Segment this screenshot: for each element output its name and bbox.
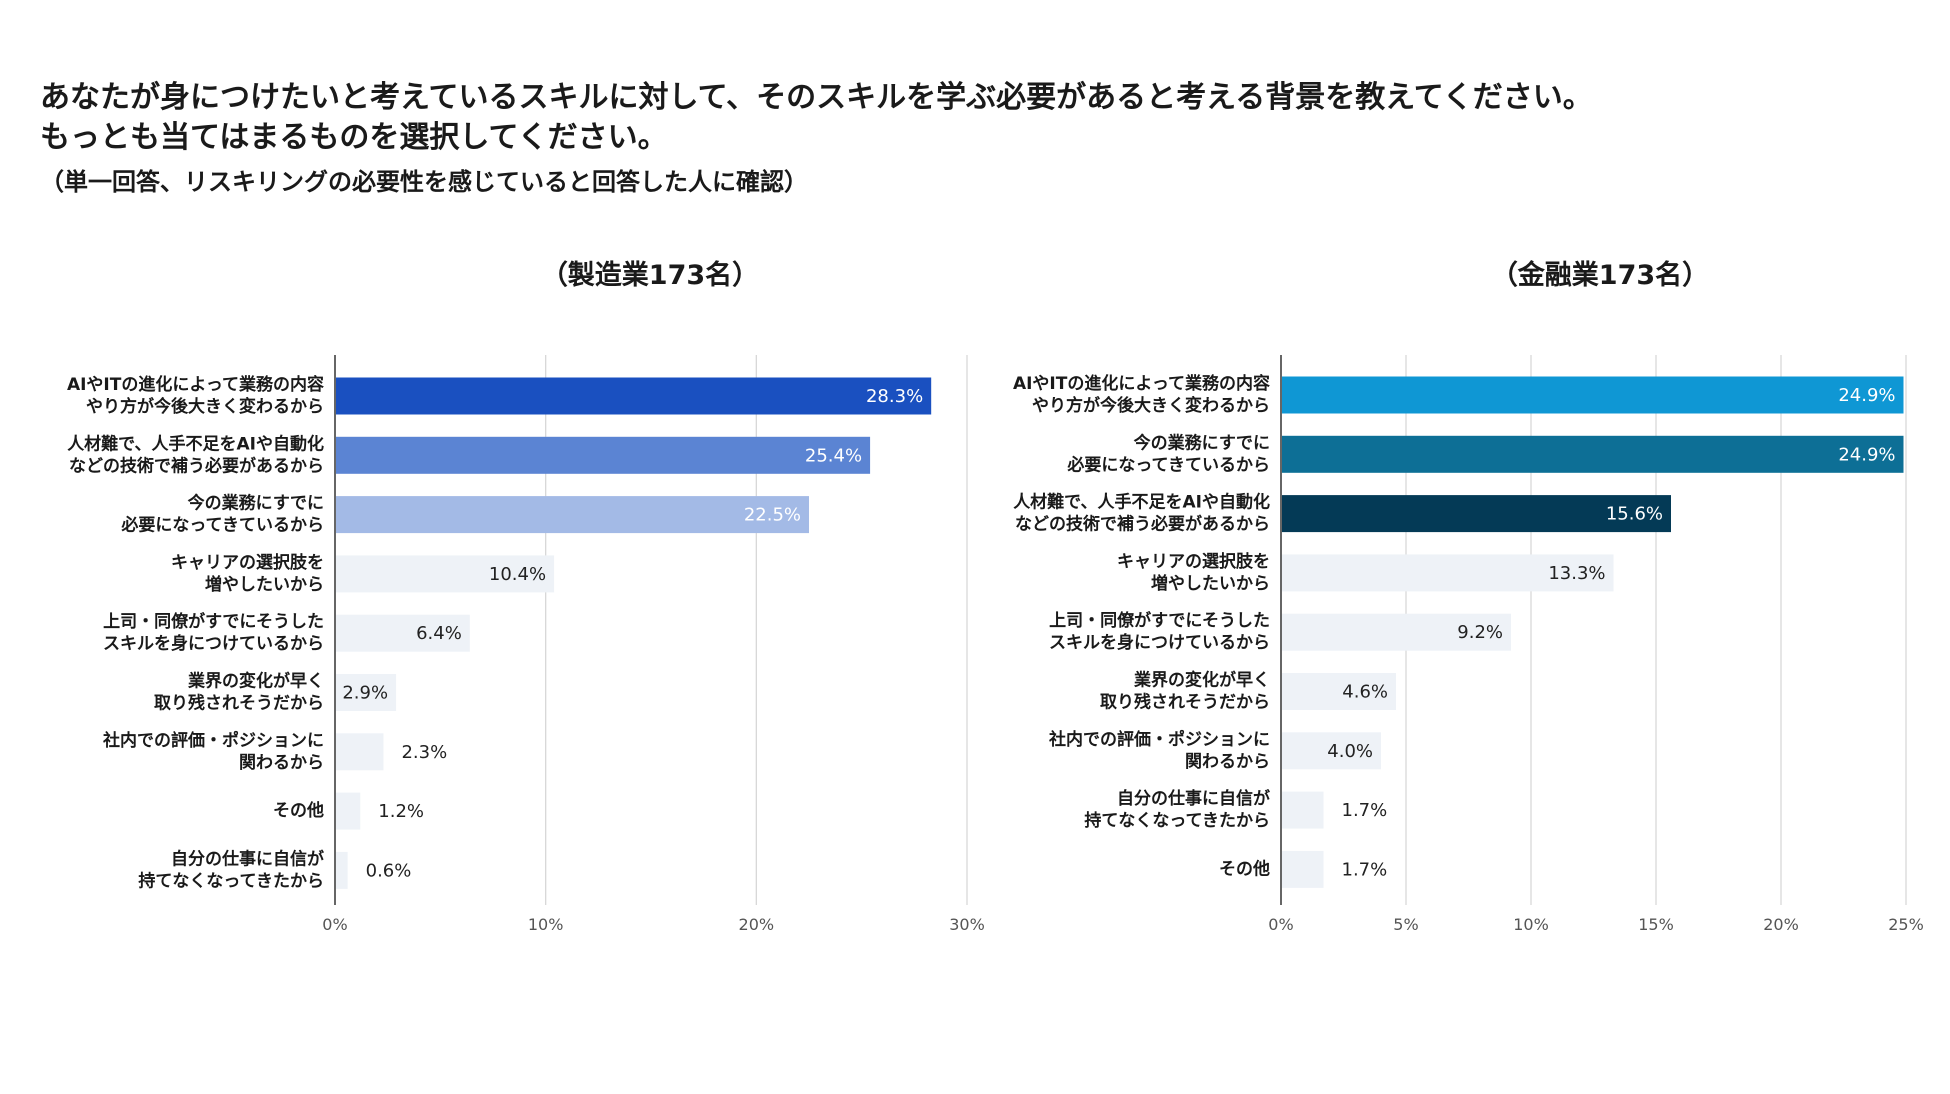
category-label: 必要になってきているから <box>120 515 324 536</box>
bar <box>336 851 348 889</box>
bar <box>1282 495 1671 533</box>
bar <box>336 496 809 534</box>
category-label: 持てなくなってきたから <box>1084 810 1270 831</box>
category-label: その他 <box>273 800 324 821</box>
category-label: AIやITの進化によって業務の内容 <box>67 374 324 395</box>
x-tick-label: 0% <box>1268 915 1293 934</box>
bar-value-label: 13.3% <box>1548 563 1605 584</box>
category-label: その他 <box>1219 858 1270 879</box>
category-label: 関わるから <box>1185 752 1270 772</box>
chart-1: （製造業173名） 0% 10% 20% 30% 28.3% AIやITの進化によって業務の… <box>67 259 985 934</box>
x-tick-label: 10% <box>1513 915 1549 934</box>
bar <box>1282 376 1904 414</box>
category-label: 必要になってきているから <box>1066 454 1270 475</box>
category-label: 社内での評価・ポジションに <box>102 730 324 751</box>
page-title: あなたが身につけたいと考えているスキルに対して、そのスキルを学ぶ必要があると考え… <box>40 78 1593 158</box>
category-label: キャリアの選択肢を <box>171 552 324 573</box>
category-label: 関わるから <box>239 753 324 773</box>
category-label: 今の業務にすでに <box>1134 432 1270 453</box>
bar-value-label: 10.4% <box>489 564 546 585</box>
category-label: 業界の変化が早く <box>188 671 324 692</box>
category-label: 取り残されそうだから <box>154 693 324 714</box>
bar <box>1282 791 1324 829</box>
bar <box>336 614 470 652</box>
category-label: 上司・同僚がすでにそうした <box>103 611 324 632</box>
category-label: スキルを身につけているから <box>1049 632 1270 653</box>
bar <box>336 792 361 830</box>
category-label: やり方が今後大きく変わるから <box>1032 395 1270 416</box>
bar-value-label: 2.9% <box>342 683 388 704</box>
bar-value-label: 1.2% <box>378 801 424 822</box>
category-label: 上司・同僚がすでにそうした <box>1049 610 1270 631</box>
bar <box>1282 732 1381 770</box>
bar <box>336 377 932 415</box>
category-label: 人材難で、人手不足をAIや自動化 <box>67 433 324 454</box>
bar-value-label: 25.4% <box>805 445 862 466</box>
bar <box>336 674 397 711</box>
bar-value-label: 15.6% <box>1606 504 1663 525</box>
bar-value-label: 1.7% <box>1342 859 1388 880</box>
chart-2: （金融業173名） 0% 5% 10% 15% 20% 25% 24.9% AIやITの進化によ… <box>1013 259 1924 934</box>
page-title-line-2: もっとも当てはまるものを選択してください。 <box>40 120 668 155</box>
category-label: 取り残されそうだから <box>1100 692 1270 713</box>
category-label: スキルを身につけているから <box>103 633 324 654</box>
bar-value-label: 4.6% <box>1342 682 1388 703</box>
category-label: 人材難で、人手不足をAIや自動化 <box>1013 492 1270 513</box>
category-label: 社内での評価・ポジションに <box>1048 729 1270 750</box>
bar-value-label: 4.0% <box>1327 741 1373 762</box>
bar <box>1282 613 1511 651</box>
category-label: 自分の仕事に自信が <box>1117 788 1270 809</box>
bar-value-label: 9.2% <box>1457 622 1503 643</box>
chart-title: （製造業173名） <box>541 259 759 291</box>
category-label: AIやITの進化によって業務の内容 <box>1013 373 1270 394</box>
bar-value-label: 22.5% <box>744 505 801 526</box>
bar <box>1282 435 1904 473</box>
x-tick-label: 30% <box>949 915 985 934</box>
bar-value-label: 1.7% <box>1342 800 1388 821</box>
category-label: などの技術で補う必要があるから <box>69 455 324 476</box>
bar <box>336 555 555 593</box>
x-tick-label: 25% <box>1888 915 1924 934</box>
bar <box>336 436 871 474</box>
category-label: キャリアの選択肢を <box>1117 551 1270 572</box>
bar <box>1282 850 1324 888</box>
bar-value-label: 0.6% <box>366 860 412 881</box>
chart-title: （金融業173名） <box>1491 259 1709 291</box>
bar <box>336 733 384 771</box>
bar <box>1282 554 1614 592</box>
x-tick-label: 15% <box>1638 915 1674 934</box>
category-label: 持てなくなってきたから <box>138 870 324 891</box>
x-tick-label: 5% <box>1393 915 1418 934</box>
x-tick-label: 20% <box>1763 915 1799 934</box>
category-label: 自分の仕事に自信が <box>171 848 324 869</box>
bar-value-label: 28.3% <box>866 386 923 407</box>
category-label: 今の業務にすでに <box>188 493 324 514</box>
category-label: 増やしたいから <box>1151 573 1270 594</box>
bar-value-label: 2.3% <box>401 742 447 763</box>
x-tick-label: 20% <box>739 915 775 934</box>
bar-value-label: 24.9% <box>1838 385 1895 406</box>
page-title-line-1: あなたが身につけたいと考えているスキルに対して、そのスキルを学ぶ必要があると考え… <box>40 80 1593 115</box>
category-label: やり方が今後大きく変わるから <box>86 396 324 417</box>
category-label: 増やしたいから <box>205 574 324 595</box>
x-tick-label: 10% <box>528 915 564 934</box>
category-label: 業界の変化が早く <box>1134 670 1270 691</box>
page-subtitle: （単一回答、リスキリングの必要性を感じていると回答した人に確認） <box>40 168 808 196</box>
category-label: などの技術で補う必要があるから <box>1015 514 1270 535</box>
bar <box>1282 673 1396 710</box>
bar-value-label: 24.9% <box>1838 444 1895 465</box>
bar-value-label: 6.4% <box>416 623 462 644</box>
x-tick-label: 0% <box>322 915 347 934</box>
